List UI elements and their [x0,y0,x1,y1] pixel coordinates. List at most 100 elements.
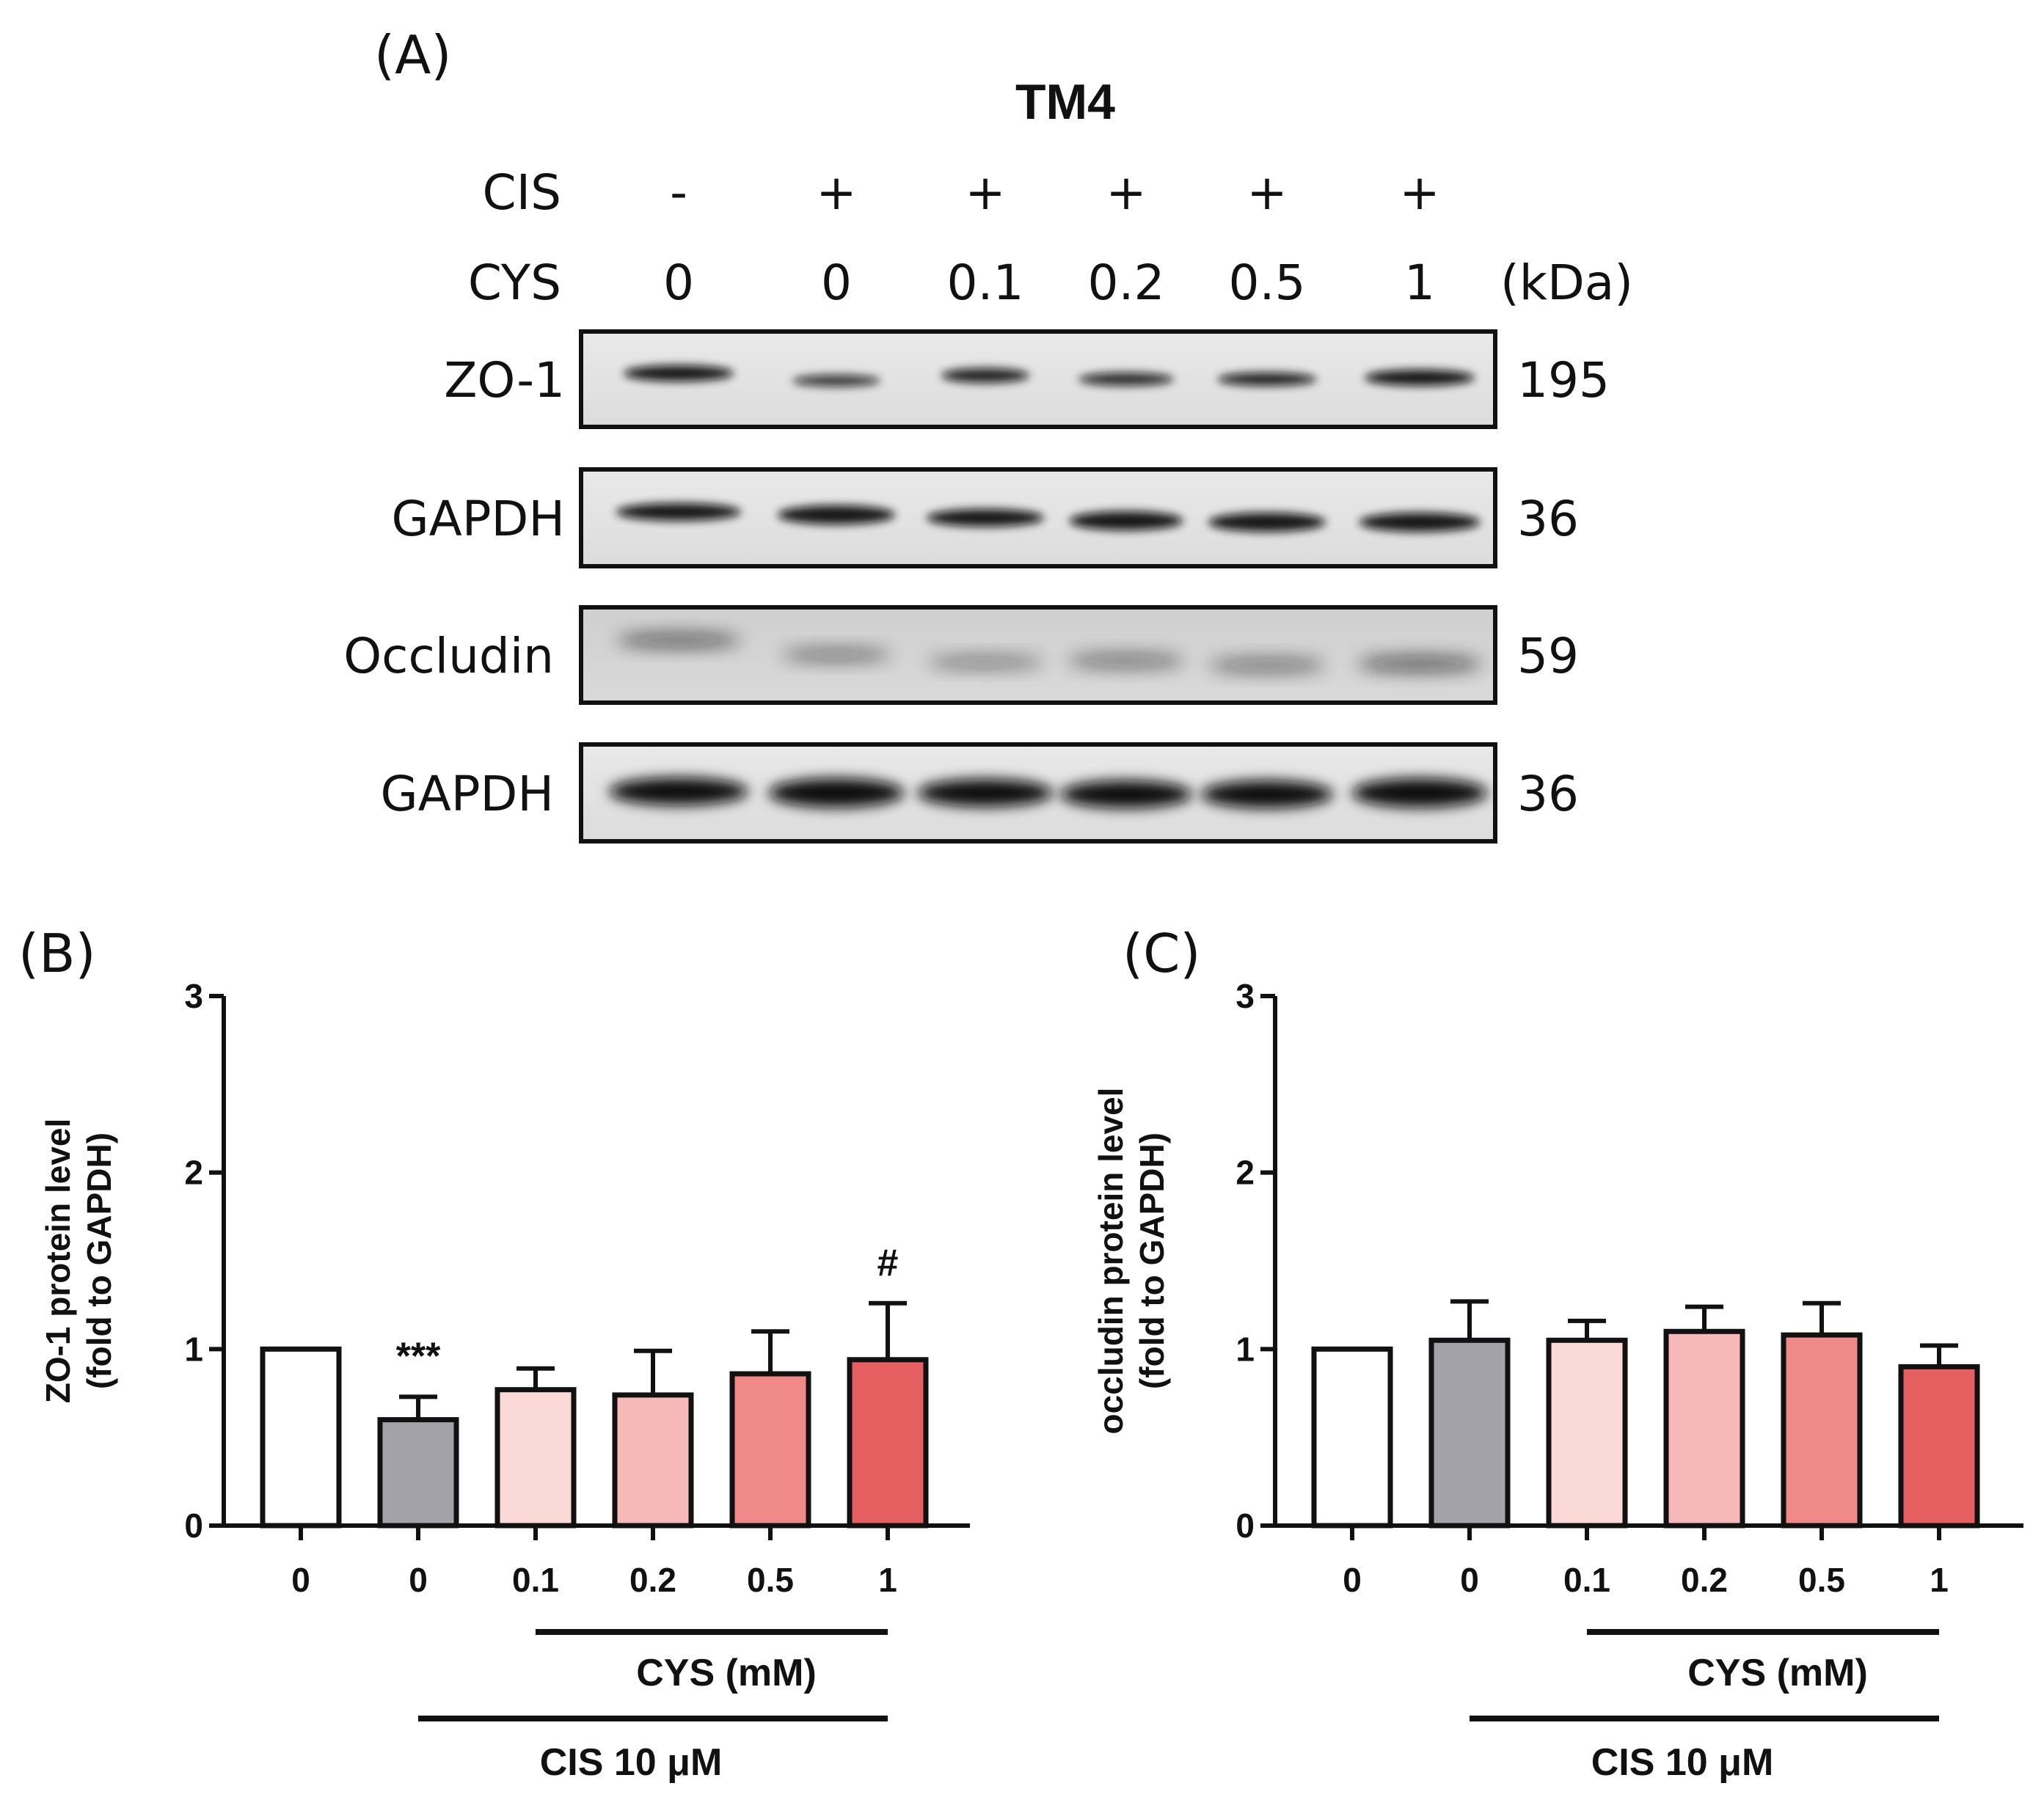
blot-row: ZO-1 195 [444,329,1610,429]
bar [1898,1364,1980,1529]
lane-cis-label: + [965,164,1005,221]
blot-band [624,365,734,381]
x-tick-label: 0 [1343,1561,1362,1599]
y-tick-label: 1 [1235,1330,1255,1368]
cys-group-label: CYS (mM) [636,1652,817,1694]
blot-band [1351,778,1488,808]
bar [1428,1337,1511,1529]
chart-zo1: (B) ZO-1 protein level (fold to GAPDH) 0 1 2 3… [18,923,970,1784]
blot-row: GAPDH 36 [380,742,1579,843]
blot-kda-label: 195 [1517,352,1610,409]
blot-protein-label: Occludin [343,628,554,684]
blot-image [581,607,1495,703]
y-tick-label: 3 [1235,977,1255,1015]
y-tick-label: 2 [1235,1154,1255,1192]
blot-frame [579,742,1497,843]
western-blots: ZO-1 195 GAPDH 36 Occludin 59 GAPDH 36 [343,329,1610,843]
blot-band [792,375,880,387]
y-axis-title: occludin protein level [1092,1088,1130,1435]
blot-band [781,648,891,662]
panel-a: (A) TM4 CIS CYS (kDa) - 0 +0 +0.1 +0.2 +0.5 +1… [343,24,1633,843]
blot-band [1060,780,1192,808]
blot-band [927,656,1044,669]
y-tick-label: 0 [184,1507,203,1545]
y-tick-label: 2 [184,1154,203,1192]
blot-band [1365,370,1475,386]
y-tick-label: 1 [184,1330,203,1368]
bar [260,1346,342,1529]
x-tick-label: 0.1 [1563,1561,1610,1599]
blot-band [1201,780,1333,808]
panel-label: (B) [18,923,96,984]
lane-cys-label: 0.5 [1229,255,1306,311]
cys-group-label: CYS (mM) [1687,1652,1868,1694]
x-tick-label: 1 [878,1561,897,1599]
y-axis-title-line2: (fold to GAPDH) [80,1132,118,1389]
lane-cis-label: - [670,164,687,221]
y-tick-label: 3 [184,977,203,1015]
bar [847,1357,929,1529]
lane-cys-label: 0.1 [947,255,1024,311]
blot-band [927,509,1044,527]
blot-band [917,779,1054,807]
panel-a-label: (A) [374,24,451,86]
lane-cis-label: + [1399,164,1439,221]
bar [377,1417,459,1529]
cis-row-label: CIS [483,164,561,221]
bar [612,1392,694,1529]
bar [1781,1332,1863,1529]
blot-row: GAPDH 36 [391,467,1579,568]
blot-band [1069,511,1183,530]
blot-band [1359,513,1481,532]
lane-cys-label: 0 [821,255,852,311]
bar [1663,1328,1745,1529]
chart-occludin: (C) occludin protein level (fold to GAPDH)… [1092,923,2023,1784]
y-axis-title-line2: (fold to GAPDH) [1133,1132,1171,1389]
x-tick-label: 0.5 [747,1561,794,1599]
blot-protein-label: GAPDH [380,766,554,822]
y-axis-title: ZO-1 protein level [39,1119,77,1404]
blot-band [1208,658,1326,673]
blot-band [616,633,741,648]
kda-header: (kDa) [1500,255,1633,311]
cys-row-label: CYS [468,255,561,311]
blot-band [609,777,748,805]
x-tick-label: 0 [409,1561,428,1599]
blot-image [581,332,1495,427]
blot-band [616,503,741,521]
x-tick-label: 0 [291,1561,310,1599]
x-tick-label: 0.2 [629,1561,676,1599]
lane-cys-label: 0 [663,255,694,311]
blot-protein-label: ZO-1 [444,352,565,409]
panel-label: (C) [1123,923,1200,984]
blot-band [1208,513,1326,532]
cis-group-label: CIS 10 μM [1591,1741,1774,1784]
lane-cys-label: 1 [1404,255,1435,311]
bar [1311,1346,1393,1529]
blot-band [768,778,905,808]
cell-line-title: TM4 [1015,74,1115,130]
blot-frame [579,605,1497,705]
blot-kda-label: 36 [1517,491,1579,547]
lane-cis-label: + [1106,164,1146,221]
x-tick-label: 0.2 [1681,1561,1728,1599]
blot-band [1078,373,1174,386]
bar [729,1371,811,1529]
lane-cis-label: + [1247,164,1287,221]
x-tick-label: 1 [1930,1561,1949,1599]
significance-label: *** [396,1335,441,1377]
x-tick-label: 0 [1460,1561,1479,1599]
blot-protein-label: GAPDH [391,491,565,547]
blot-band [941,368,1029,383]
blot-frame [579,467,1497,568]
blot-row: Occludin 59 [343,605,1579,705]
x-tick-label: 0.5 [1798,1561,1845,1599]
y-tick-label: 0 [1235,1507,1255,1545]
lane-labels: - 0 +0 +0.1 +0.2 +0.5 +1 [663,164,1440,311]
blot-kda-label: 36 [1517,766,1579,822]
lane-cis-label: + [816,164,856,221]
bar [1546,1337,1628,1529]
significance-label: # [877,1242,899,1284]
x-tick-label: 0.1 [512,1561,559,1599]
